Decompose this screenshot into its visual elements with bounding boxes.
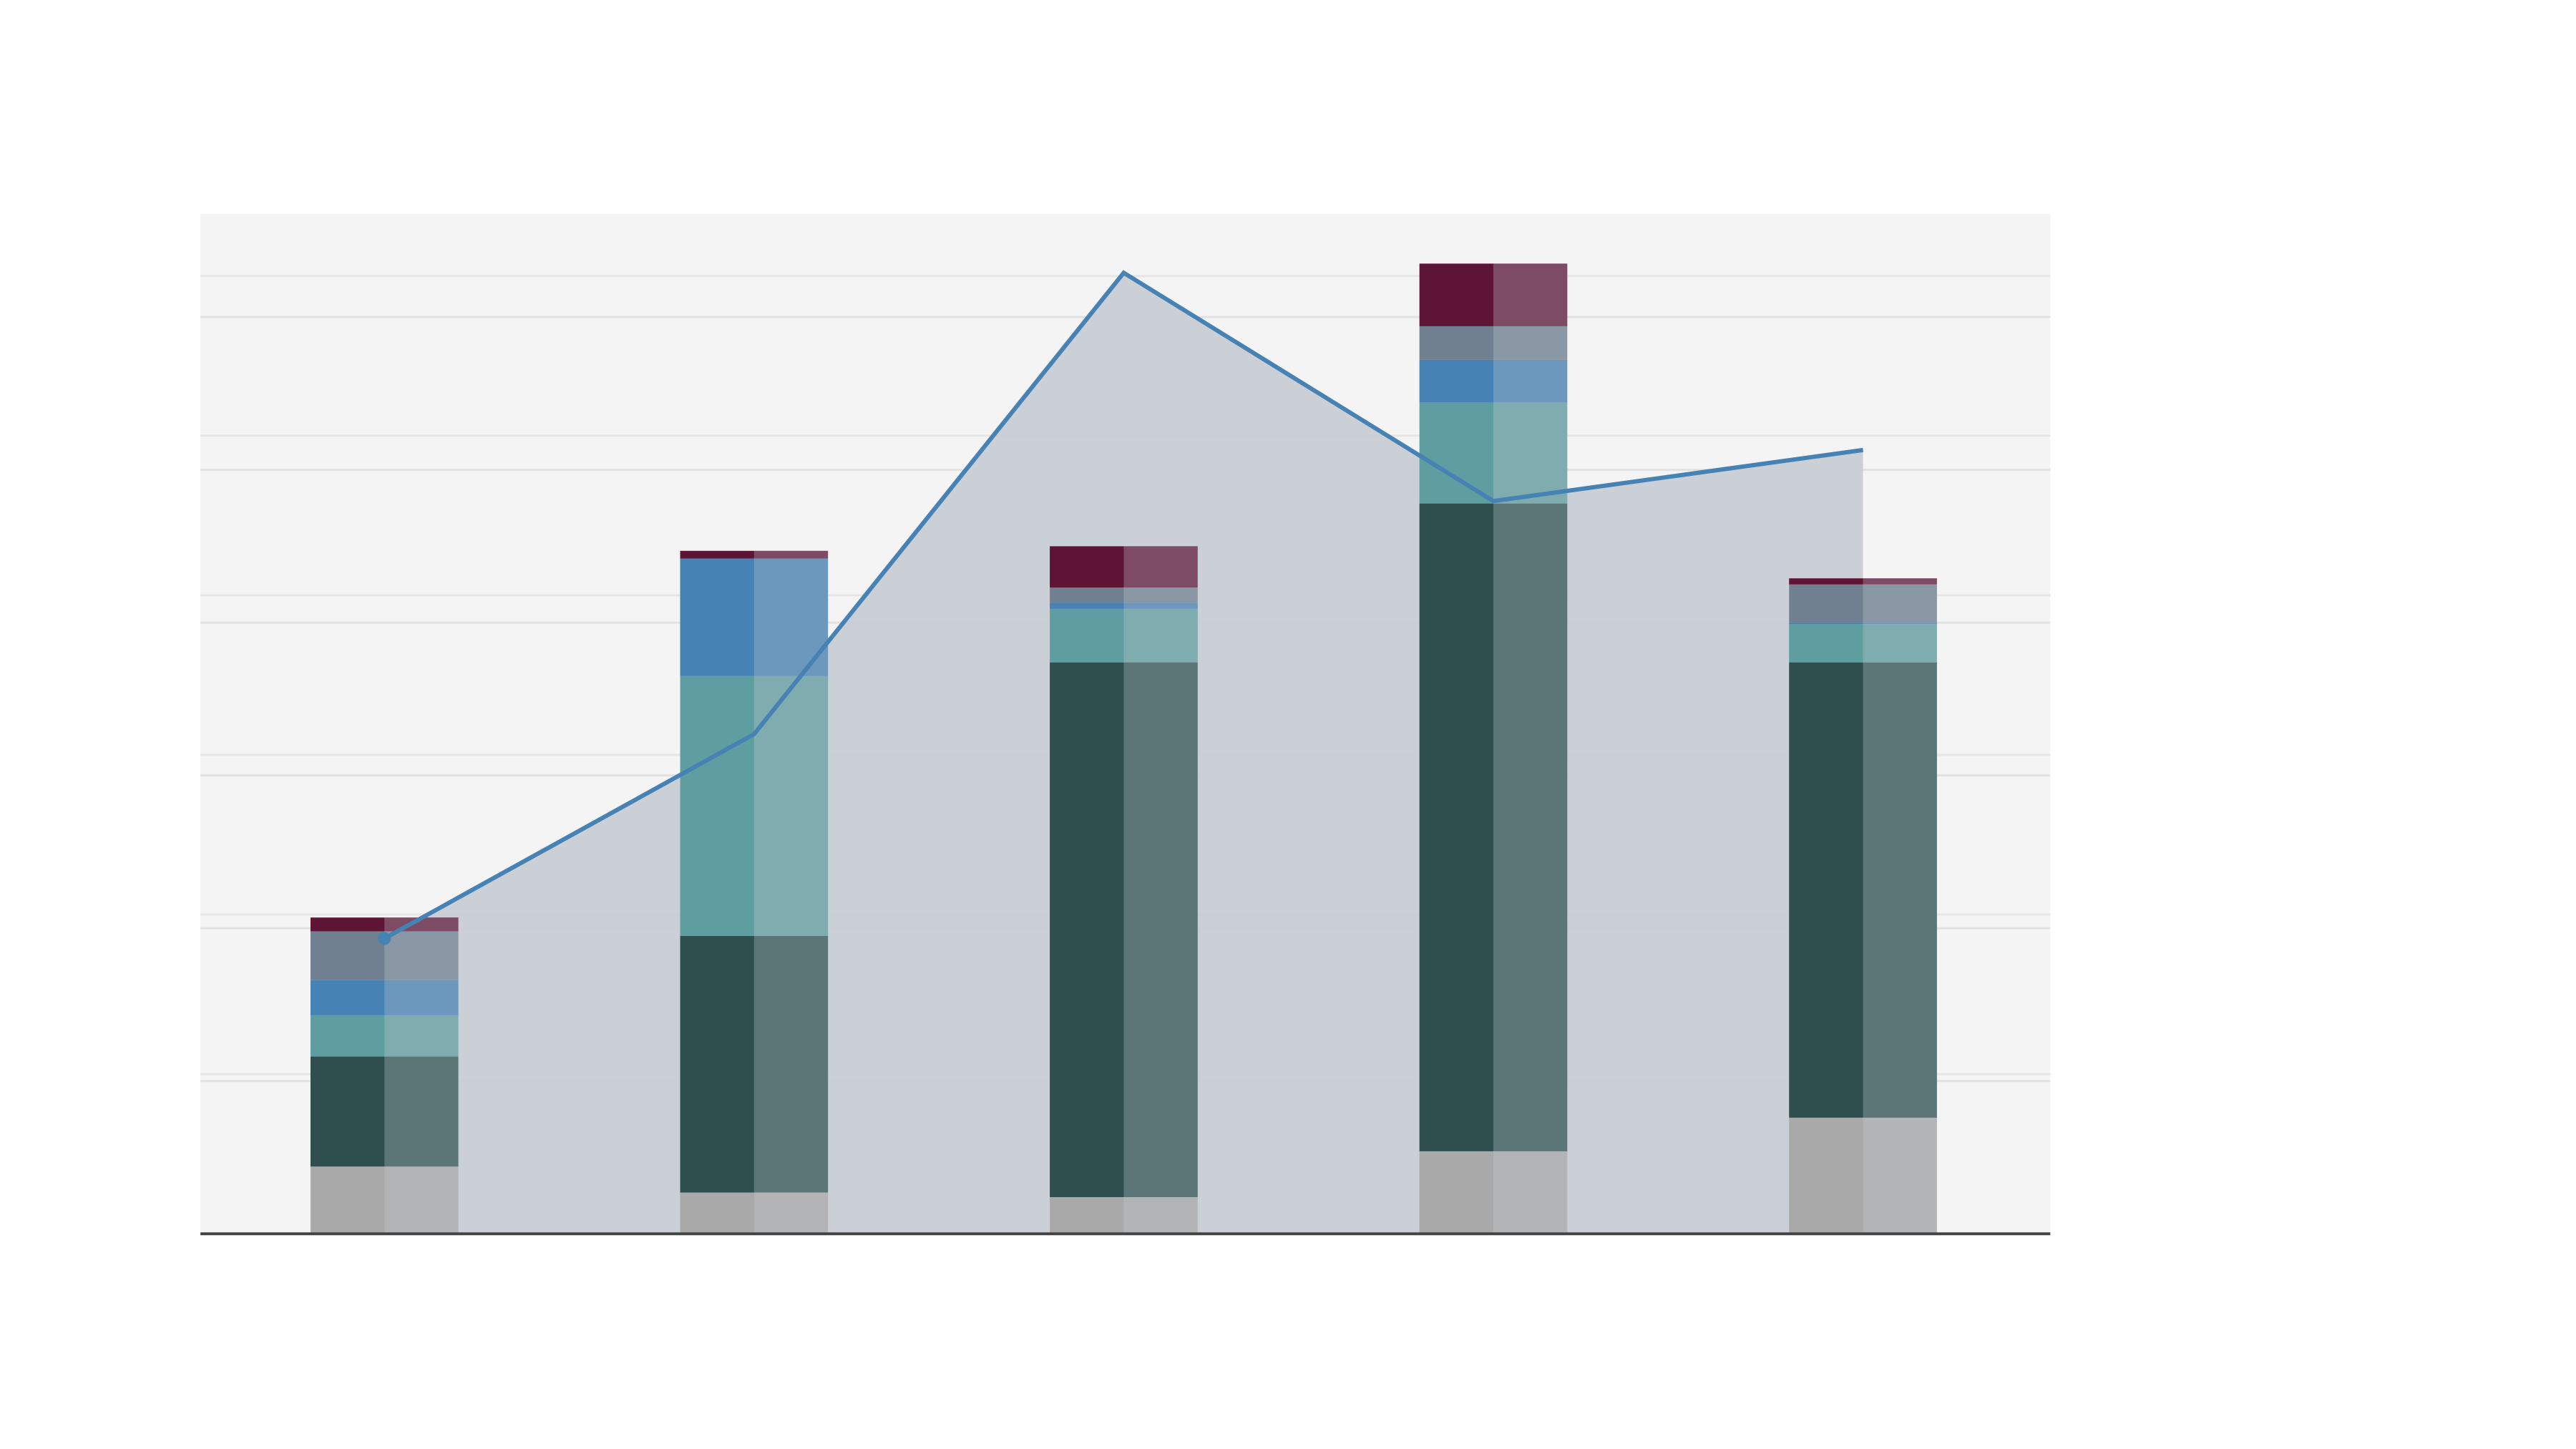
bar-overlay [384, 917, 459, 1234]
bar-segment-others[interactable] [680, 1192, 829, 1234]
bar-segment-usa[interactable] [680, 550, 829, 559]
bar-overlay [1863, 578, 1937, 1234]
bar-segment-usa[interactable] [1050, 546, 1198, 588]
bar-segment-others[interactable] [310, 1166, 459, 1234]
bar-segment-others[interactable] [1050, 1196, 1198, 1234]
bar-segment-cambodia[interactable] [1050, 602, 1198, 609]
bar-segment-italy[interactable] [1419, 326, 1568, 360]
bar-segment-china[interactable] [1419, 402, 1568, 504]
bar-segment-cambodia[interactable] [310, 980, 459, 1015]
bar-2024[interactable] [1789, 578, 1937, 1234]
bar-overlay [753, 550, 829, 1234]
bar-segment-china[interactable] [310, 1015, 459, 1057]
bar-segment-cambodia[interactable] [1789, 623, 1937, 625]
bar-segment-usa[interactable] [1789, 578, 1937, 585]
bar-segment-brazil[interactable] [1050, 662, 1198, 1197]
bar-segment-usa[interactable] [1419, 263, 1568, 326]
bar-2020[interactable] [310, 917, 459, 1234]
hhi-line [383, 270, 1863, 941]
bar-segment-china[interactable] [1789, 624, 1937, 663]
bar-overlay [1493, 263, 1568, 1234]
bar-overlay [1123, 546, 1198, 1234]
bar-segment-cambodia[interactable] [680, 558, 829, 676]
hhi-point[interactable] [378, 932, 391, 945]
bar-segment-china[interactable] [680, 675, 829, 936]
bar-segment-china[interactable] [1050, 608, 1198, 663]
bar-2021[interactable] [680, 550, 829, 1234]
bar-segment-brazil[interactable] [1789, 662, 1937, 1118]
bar-segment-italy[interactable] [1789, 584, 1937, 623]
bar-segment-others[interactable] [1789, 1117, 1937, 1234]
bar-segment-italy[interactable] [1050, 587, 1198, 603]
bar-segment-brazil[interactable] [310, 1056, 459, 1167]
bar-segment-brazil[interactable] [1419, 503, 1568, 1151]
bar-2023[interactable] [1419, 263, 1568, 1234]
bar-segment-brazil[interactable] [680, 935, 829, 1193]
bar-segment-usa[interactable] [310, 917, 459, 932]
bar-2022[interactable] [1050, 546, 1198, 1234]
bar-segment-cambodia[interactable] [1419, 359, 1568, 403]
bar-segment-others[interactable] [1419, 1151, 1568, 1234]
